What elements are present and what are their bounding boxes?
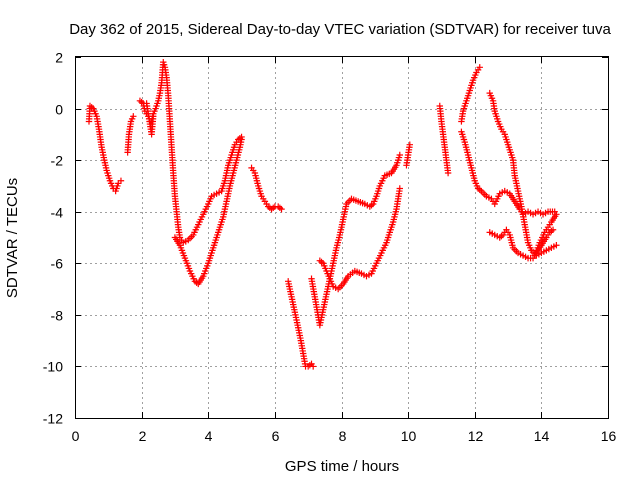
data-point-marker	[150, 113, 157, 120]
data-point-marker	[396, 151, 403, 159]
x-tick-label: 10	[401, 428, 417, 444]
data-point-marker	[117, 177, 125, 184]
series-arc-05	[171, 136, 245, 288]
data-point-marker	[238, 136, 245, 143]
x-tick-label: 16	[601, 428, 617, 444]
y-tick-label: -4	[51, 205, 64, 221]
y-tick-label: 2	[55, 50, 63, 66]
data-point-marker	[309, 363, 317, 370]
data-point-marker	[476, 64, 483, 71]
y-tick-label: -12	[43, 411, 63, 427]
chart-title: Day 362 of 2015, Sidereal Day-to-day VTE…	[69, 21, 611, 38]
series-arc-11	[436, 102, 452, 177]
series-arc-12	[458, 64, 483, 125]
x-tick-label: 8	[339, 428, 347, 444]
series-arc-04	[143, 100, 157, 138]
x-tick-label: 14	[534, 428, 550, 444]
series-arc-10	[403, 141, 413, 169]
y-tick-label: -8	[51, 308, 64, 324]
series-arc-03	[136, 58, 245, 246]
series-arc-09	[316, 185, 403, 293]
grid-layer	[75, 57, 608, 418]
x-tick-label: 12	[468, 428, 484, 444]
y-tick-label: 0	[55, 102, 63, 118]
x-tick-label: 2	[139, 428, 147, 444]
plot-frame	[75, 56, 609, 419]
data-point-marker	[549, 226, 557, 233]
series-arc-13	[458, 128, 558, 218]
y-axis-label: SDTVAR / TECUs	[4, 178, 21, 298]
data-point-marker	[553, 242, 560, 249]
y-tick-label: -2	[51, 153, 64, 169]
series-arc-15	[486, 226, 557, 262]
ticks-layer	[75, 57, 609, 419]
series-arc-08	[308, 151, 403, 329]
data-point-marker	[396, 185, 403, 192]
series-arc-07	[285, 278, 317, 370]
series-arc-06	[248, 164, 285, 213]
series-arc-01	[85, 102, 125, 195]
data-point-marker	[130, 113, 137, 120]
y-tick-label: -10	[43, 359, 63, 375]
series-arc-02	[124, 113, 137, 156]
data-point-marker	[553, 211, 560, 218]
x-tick-label: 6	[272, 428, 280, 444]
y-tick-label: -6	[51, 256, 64, 272]
x-tick-labels: 0 2 4 6 8 10 12 14 16	[72, 428, 617, 444]
data-point-marker	[278, 205, 285, 213]
data-point-marker	[406, 141, 413, 148]
marks-layer	[85, 58, 560, 370]
x-axis-label: GPS time / hours	[285, 458, 399, 475]
x-tick-label: 0	[72, 428, 80, 444]
x-tick-label: 4	[205, 428, 213, 444]
data-point-marker	[444, 169, 452, 177]
y-tick-labels: -12 -10 -8 -6 -4 -2 0 2	[43, 50, 63, 427]
series-arc-16	[531, 211, 560, 259]
